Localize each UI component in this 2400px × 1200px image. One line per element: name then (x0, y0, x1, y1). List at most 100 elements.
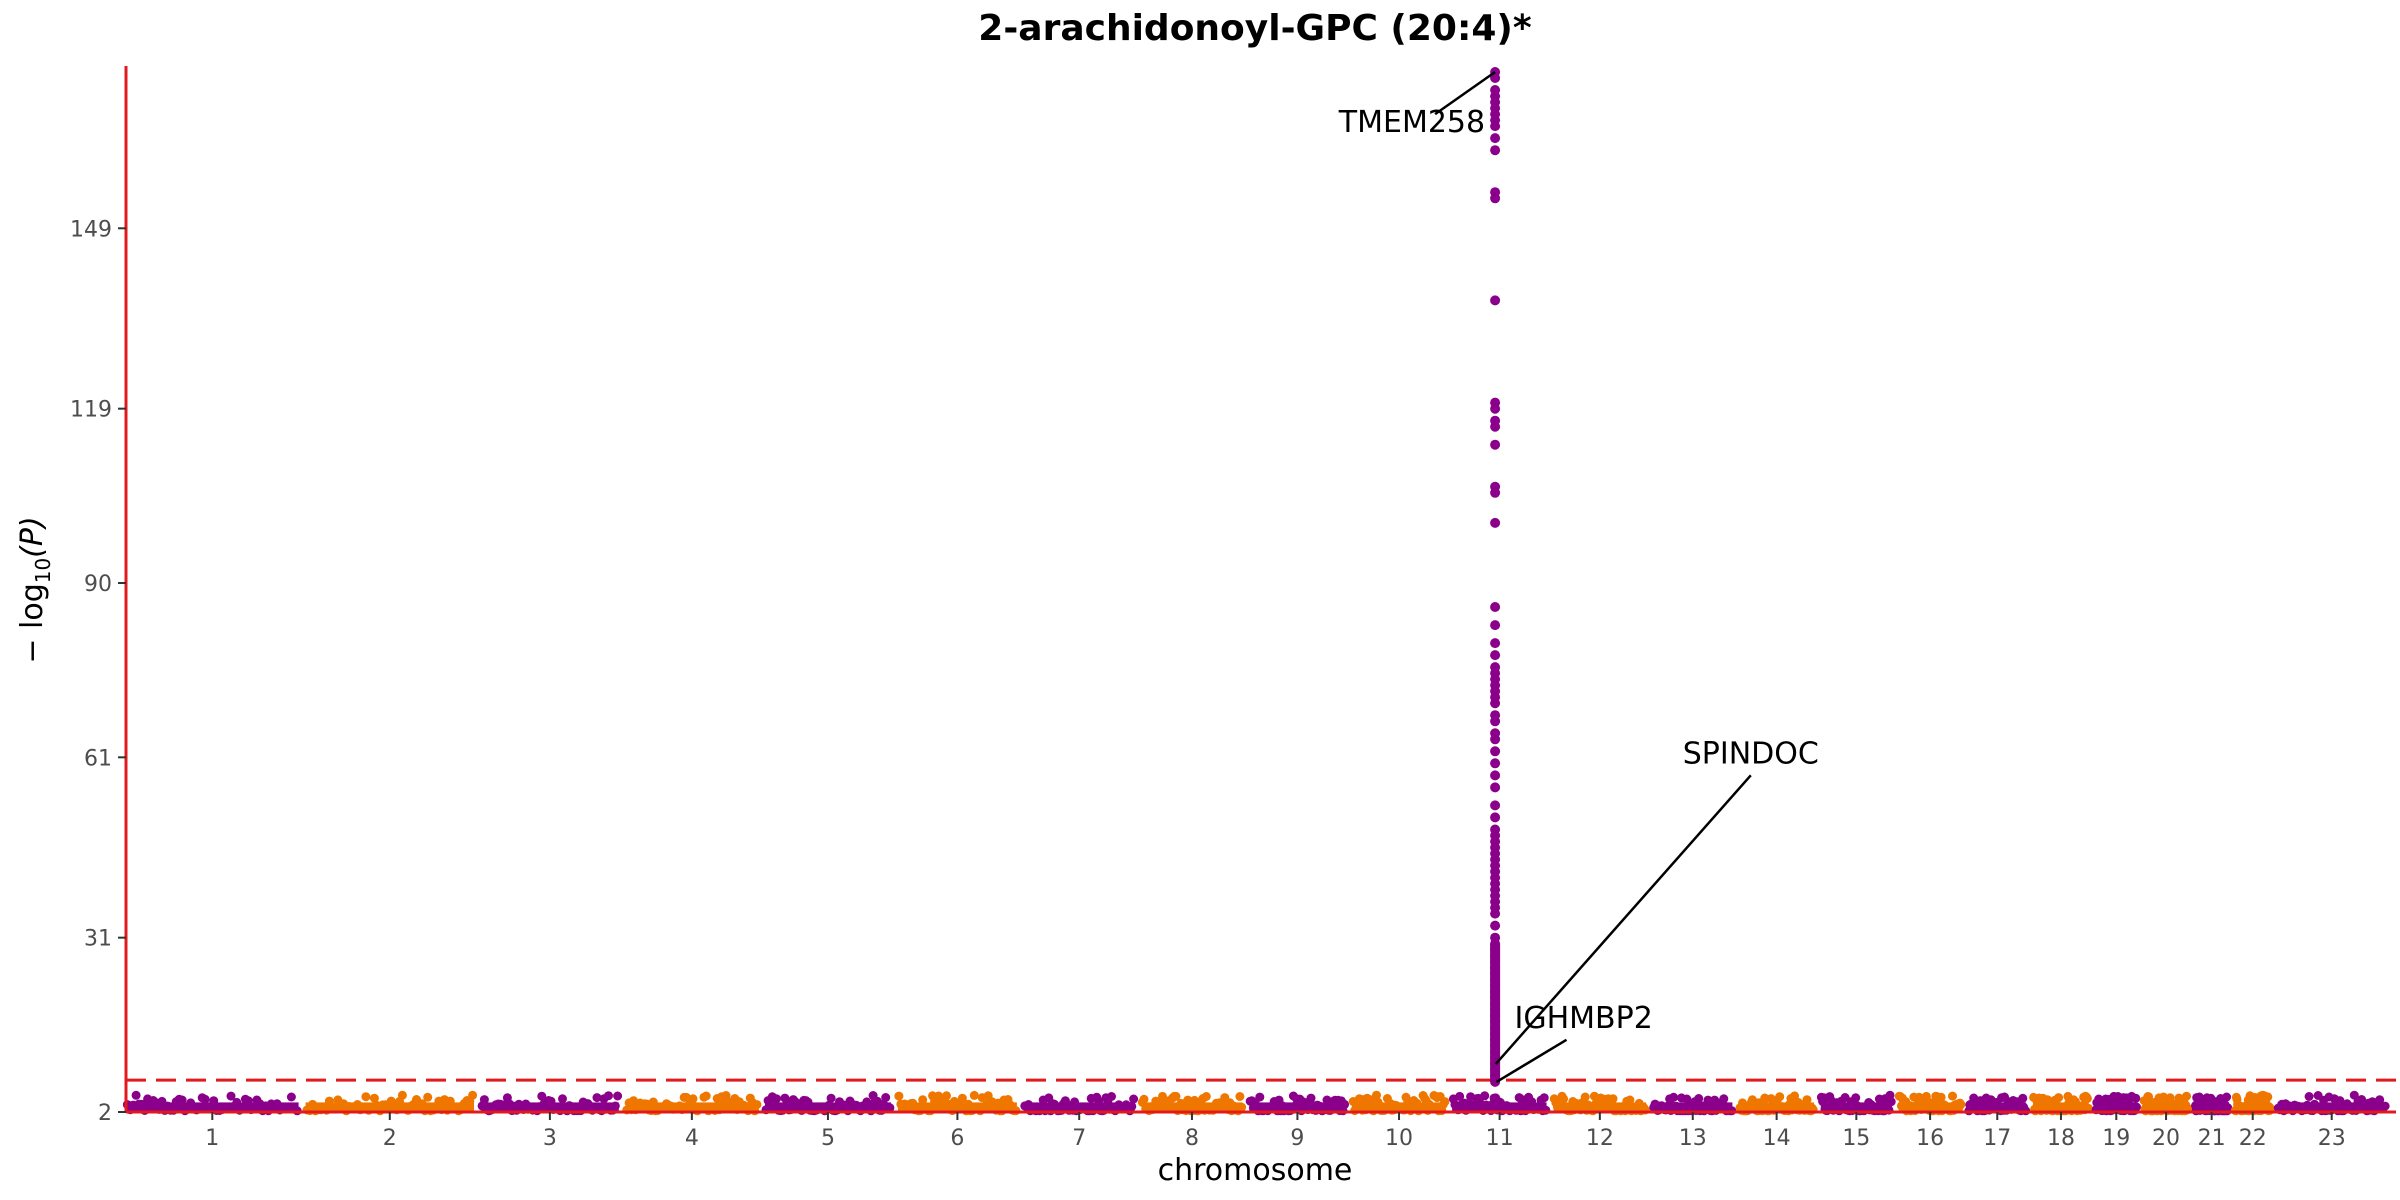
snp-point (1559, 1094, 1569, 1104)
x-tick-label: 1 (205, 1126, 219, 1151)
x-tick-label: 3 (543, 1126, 557, 1151)
x-tick-label: 21 (2198, 1126, 2226, 1151)
snp-point (2082, 1094, 2092, 1103)
snp-point (1851, 1093, 1861, 1103)
snp-point (369, 1093, 379, 1103)
peak-point (1490, 746, 1501, 757)
snp-point (1480, 1091, 1490, 1101)
snp-band (1898, 1102, 1962, 1112)
snp-point (2222, 1092, 2232, 1102)
snp-point (1129, 1094, 1139, 1104)
annotation-leader-line (1434, 70, 1496, 116)
snp-point (479, 1095, 489, 1105)
snp-band (625, 1102, 758, 1112)
peak-point (1490, 800, 1501, 811)
snp-point (1183, 1095, 1193, 1105)
x-tick-label: 23 (2318, 1126, 2346, 1151)
snp-point (2263, 1092, 2273, 1102)
annotation-label: IGHMBP2 (1515, 1001, 1653, 1036)
peak-point (1490, 734, 1501, 745)
peak-point (1490, 716, 1501, 727)
x-tick-label: 5 (821, 1126, 835, 1151)
peak-point (1490, 133, 1501, 144)
snp-band (1553, 1102, 1647, 1112)
snp-point (1107, 1092, 1116, 1101)
x-tick-label: 17 (1983, 1126, 2011, 1151)
peak-point (1490, 812, 1501, 823)
snp-point (1580, 1092, 1590, 1102)
snp-point (613, 1091, 623, 1101)
y-axis-title: − log10(P) (15, 516, 55, 663)
chart-title: 2-arachidonoyl-GPC (20:4)* (978, 8, 1532, 49)
peak-point (1490, 121, 1501, 132)
snp-point (2357, 1095, 2367, 1104)
snp-band (765, 1102, 891, 1112)
x-tick-label: 13 (1679, 1126, 1707, 1151)
annotations: TMEM258 SPINDOC IGHMBP2 (1338, 70, 1819, 1083)
snp-point (1694, 1094, 1704, 1103)
snp-point (1158, 1091, 1167, 1101)
snp-point (1719, 1094, 1729, 1104)
x-tick-label: 4 (685, 1126, 699, 1151)
x-tick-label: 22 (2239, 1126, 2267, 1151)
y-tick-label: 119 (70, 398, 112, 423)
snp-point (1139, 1094, 1149, 1104)
snp-band (2095, 1102, 2137, 1112)
y-axis-title-suffix: (P) (15, 516, 50, 558)
peak-point (1490, 517, 1501, 528)
peak-point (1490, 421, 1501, 432)
peak-point (1490, 620, 1501, 631)
peak-point (1490, 295, 1501, 306)
snp-point (604, 1091, 613, 1101)
peak-point (1490, 770, 1501, 781)
snp-band (2195, 1102, 2228, 1112)
snp-band (1023, 1102, 1135, 1112)
x-tick-label: 11 (1486, 1126, 1514, 1151)
snp-point (1936, 1092, 1946, 1102)
y-tick-label: 61 (84, 746, 112, 771)
x-tick-label: 6 (950, 1126, 964, 1151)
snp-band (481, 1102, 619, 1112)
snp-point (592, 1093, 602, 1103)
peak-point (1490, 908, 1501, 919)
snp-point (423, 1092, 433, 1102)
snp-point (2018, 1093, 2028, 1103)
snp-point (969, 1090, 979, 1100)
snp-point (200, 1094, 210, 1104)
x-tick-label: 18 (2047, 1126, 2075, 1151)
snp-band (1249, 1102, 1346, 1112)
snp-point (1455, 1091, 1465, 1101)
snp-band (1739, 1102, 1814, 1112)
x-axis-title: chromosome (1158, 1153, 1353, 1188)
snp-point (826, 1093, 836, 1103)
x-tick-label: 19 (2102, 1126, 2130, 1151)
snp-point (1775, 1092, 1785, 1102)
snp-point (1201, 1092, 1211, 1101)
peak-point (1490, 698, 1501, 709)
y-axis-title-prefix: − log (15, 583, 50, 663)
snp-point (2182, 1091, 2191, 1101)
snp-band (2235, 1102, 2271, 1112)
snp-band (2033, 1102, 2089, 1112)
snp-band (126, 1102, 299, 1112)
x-tick-label: 8 (1185, 1126, 1199, 1151)
y-tick-label: 2 (98, 1101, 112, 1126)
peak-point (1490, 73, 1501, 83)
snp-band (2143, 1102, 2189, 1112)
snp-point (2131, 1093, 2141, 1103)
snp-point (1790, 1091, 1800, 1101)
snp-point (2375, 1095, 2385, 1105)
peak-point (1490, 403, 1501, 414)
annotation-label: SPINDOC (1683, 736, 1819, 771)
peak-dense-stack (1490, 943, 1501, 1082)
snp-point (1235, 1092, 1245, 1101)
snp-point (1306, 1093, 1316, 1103)
x-tick-label: 20 (2152, 1126, 2180, 1151)
y-tick-label: 149 (70, 217, 112, 242)
snp-point (894, 1091, 904, 1101)
snp-point (286, 1092, 296, 1102)
x-tick-label: 9 (1290, 1126, 1304, 1151)
snp-band (1968, 1102, 2027, 1112)
